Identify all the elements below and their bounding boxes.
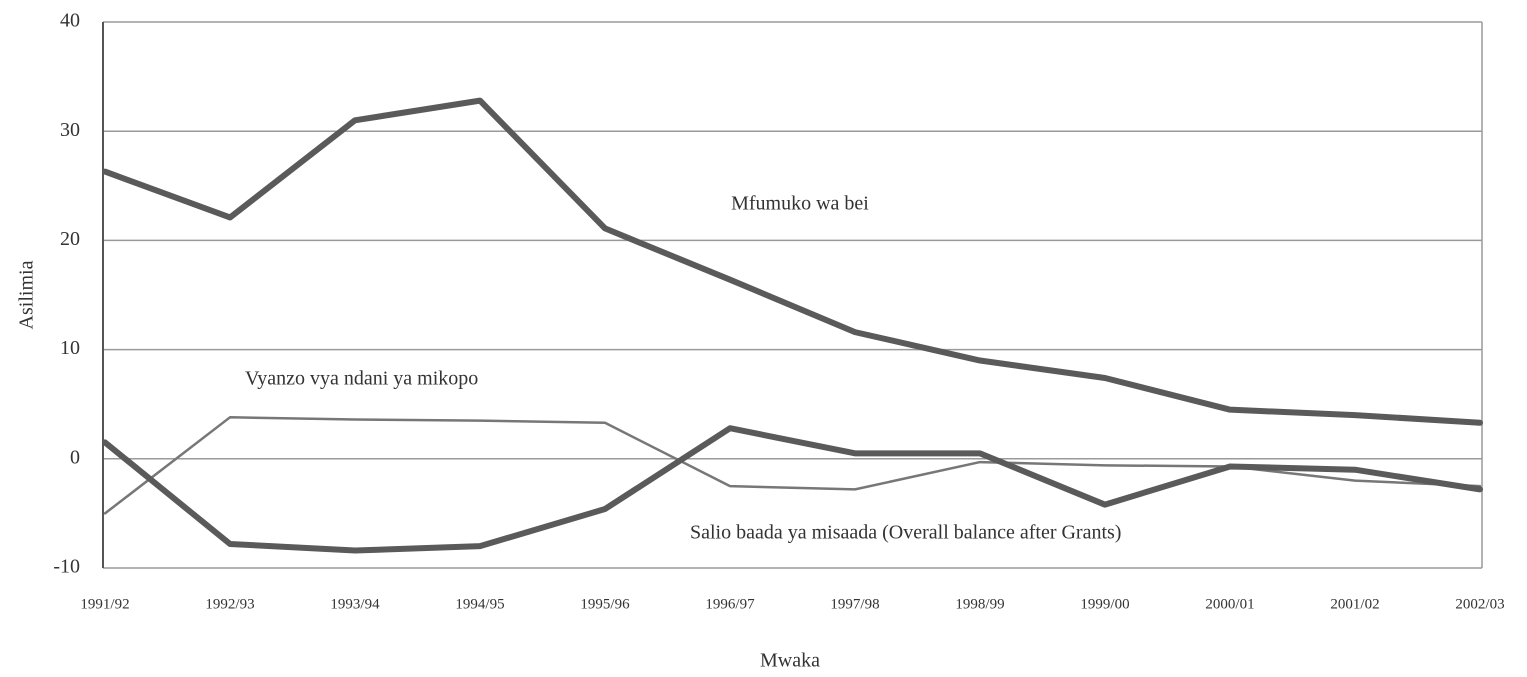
x-tick-label: 1998/99 [955,596,1004,612]
x-tick-label: 1995/96 [580,596,630,612]
y-tick-label: 0 [70,446,80,468]
y-tick-label: 40 [60,10,80,32]
y-axis-label: Asilimia [16,260,38,329]
x-tick-label: 1994/95 [455,596,504,612]
x-tick-label: 2001/02 [1330,596,1379,612]
series-line [102,425,1483,554]
x-tick-label: 2002/03 [1455,596,1504,612]
x-tick-label: 1996/97 [705,596,755,612]
y-tick-label: 20 [60,228,80,250]
x-tick-label: 1997/98 [830,596,879,612]
x-tick-label: 1999/00 [1080,596,1129,612]
series-label: Vyanzo vya ndani ya mikopo [245,368,478,390]
x-tick-label: 2000/01 [1205,596,1254,612]
x-tick-label: 1993/94 [330,596,380,612]
y-tick-label: 10 [60,337,80,359]
x-axis-label: Mwaka [760,650,820,672]
y-tick-label: 30 [60,119,80,141]
x-tick-label: 1992/93 [205,596,254,612]
x-tick-label: 1991/92 [80,596,129,612]
series-line [102,97,1483,426]
series-label: Mfumuko wa bei [731,193,869,215]
series-label: Salio baada ya misaada (Overall balance … [690,522,1121,544]
y-tick-label: -10 [53,556,80,578]
